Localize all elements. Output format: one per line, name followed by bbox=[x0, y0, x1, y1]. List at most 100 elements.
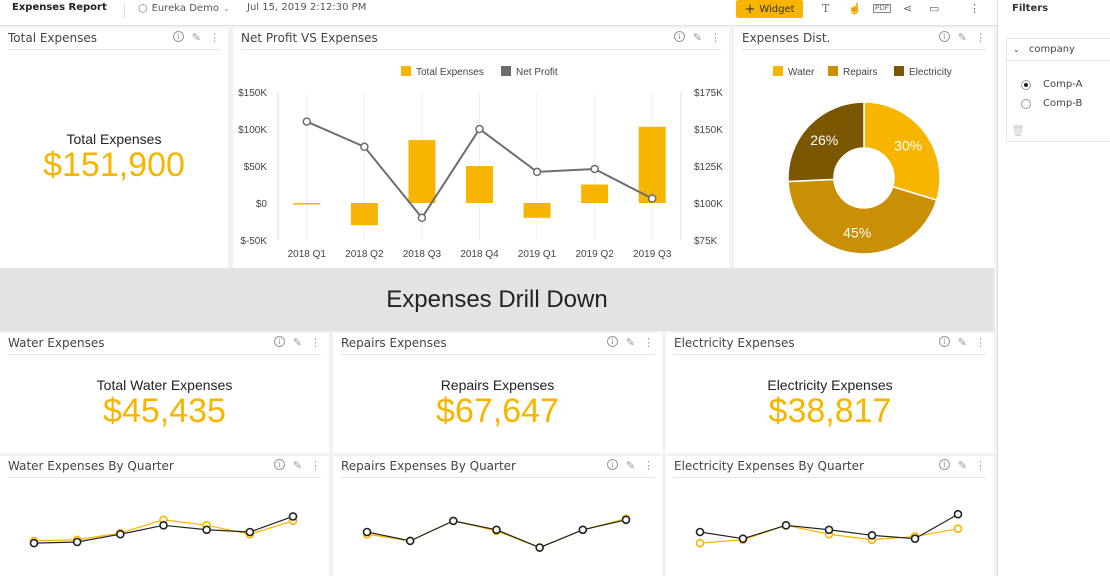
series-line-b-point bbox=[202, 525, 211, 535]
x-axis-tick: 2019 Q2 bbox=[575, 249, 614, 260]
filter-option-label: Comp-B bbox=[1043, 98, 1083, 109]
series-line-b-point bbox=[449, 516, 458, 526]
section-title: Expenses Drill Down bbox=[386, 286, 608, 313]
trash-icon[interactable]: 🗑 bbox=[1011, 125, 1025, 137]
bar-total-expenses bbox=[408, 140, 436, 203]
info-icon[interactable]: i bbox=[606, 336, 618, 347]
share-icon[interactable]: ⋖ bbox=[903, 3, 913, 15]
filter-option-comp-b[interactable]: Comp-B bbox=[1021, 98, 1082, 109]
info-icon[interactable]: i bbox=[606, 459, 618, 470]
more-icon[interactable]: ⋮ bbox=[643, 460, 654, 472]
more-icon[interactable]: ⋮ bbox=[209, 32, 220, 44]
project-selector[interactable]: ⬡ Eureka Demo ⌄ bbox=[138, 2, 230, 15]
hand-icon[interactable]: ☝ bbox=[848, 3, 862, 15]
monitor-icon[interactable]: ▭ bbox=[929, 3, 940, 15]
left-axis-tick: $-50K bbox=[240, 236, 267, 247]
net-profit-point bbox=[302, 117, 312, 126]
info-icon[interactable]: i bbox=[673, 31, 685, 42]
legend-label-repairs: Repairs bbox=[843, 67, 877, 78]
series-line-b-point bbox=[824, 525, 834, 535]
legend-swatch-total-expenses bbox=[401, 66, 411, 76]
left-axis-tick: $0 bbox=[256, 199, 268, 210]
legend-swatch-net-profit bbox=[501, 66, 511, 76]
more-icon[interactable]: ⋮ bbox=[975, 32, 986, 44]
info-icon[interactable]: i bbox=[938, 459, 950, 470]
donut-slice-label: 45% bbox=[843, 225, 871, 241]
info-icon[interactable]: i bbox=[938, 336, 950, 347]
edit-icon[interactable]: ✎ bbox=[957, 32, 967, 44]
more-icon[interactable]: ⋮ bbox=[969, 3, 980, 15]
legend-label-total-expenses: Total Expenses bbox=[416, 67, 484, 78]
left-axis-tick: $50K bbox=[244, 162, 268, 173]
x-axis-tick: 2018 Q3 bbox=[403, 249, 442, 260]
bar-total-expenses bbox=[581, 184, 609, 203]
edit-icon[interactable]: ✎ bbox=[292, 460, 302, 472]
electricity-by-quarter-chart bbox=[695, 509, 963, 548]
series-line-b-point bbox=[910, 534, 920, 543]
more-icon[interactable]: ⋮ bbox=[710, 32, 721, 44]
net-profit-chart: Total Expenses Net Profit $150K $100K $50K $0… bbox=[238, 66, 723, 260]
right-axis-tick: $125K bbox=[694, 162, 723, 173]
filter-option-comp-a[interactable]: Comp-A bbox=[1021, 79, 1082, 90]
legend-swatch-electricity bbox=[894, 66, 904, 76]
edit-icon[interactable]: ✎ bbox=[957, 460, 967, 472]
edit-icon[interactable]: ✎ bbox=[957, 337, 967, 349]
series-line-b-point bbox=[535, 543, 544, 552]
edit-icon[interactable]: ✎ bbox=[191, 32, 201, 44]
filter-field-label: company bbox=[1028, 44, 1075, 55]
series-line-b-point bbox=[492, 525, 501, 535]
series-line-b-point bbox=[781, 521, 791, 530]
legend-label-water: Water bbox=[788, 67, 815, 78]
radio-unselected[interactable] bbox=[1021, 98, 1031, 109]
project-name: Eureka Demo bbox=[151, 3, 219, 14]
edit-icon[interactable]: ✎ bbox=[292, 337, 302, 349]
legend-label-net-profit: Net Profit bbox=[516, 67, 558, 78]
pdf-icon[interactable]: PDF bbox=[873, 4, 891, 13]
edit-icon[interactable]: ✎ bbox=[692, 32, 702, 44]
kpi-value: $67,647 bbox=[436, 392, 559, 430]
report-title: Expenses Report bbox=[12, 2, 107, 13]
info-icon[interactable]: i bbox=[938, 31, 950, 42]
filter-group-header[interactable]: ⌄ company bbox=[1007, 39, 1110, 61]
bar-total-expenses bbox=[638, 126, 666, 203]
more-icon[interactable]: ⋮ bbox=[310, 337, 321, 349]
repairs-by-quarter-panel: Repairs Expenses By Quarter i ✎ ⋮ bbox=[333, 456, 662, 576]
cube-icon: ⬡ bbox=[138, 2, 148, 15]
kpi-label: Repairs Expenses bbox=[440, 377, 555, 393]
top-bar: Expenses Report ⬡ Eureka Demo ⌄ Jul 15, … bbox=[0, 0, 997, 26]
series-line-b-point bbox=[362, 527, 372, 537]
info-icon[interactable]: i bbox=[273, 336, 285, 347]
filters-sidebar: Filters ⌄ company Comp-A Comp-B 🗑 bbox=[997, 0, 1110, 576]
more-icon[interactable]: ⋮ bbox=[643, 337, 654, 349]
bar-total-expenses bbox=[466, 166, 493, 203]
net-profit-panel: Net Profit VS Expenses i ✎ ⋮ Total Expen… bbox=[233, 28, 729, 268]
radio-selected[interactable] bbox=[1021, 79, 1031, 90]
chevron-down-icon: ⌄ bbox=[1013, 45, 1020, 54]
repairs-by-quarter-chart bbox=[362, 514, 631, 552]
kpi-value: $151,900 bbox=[43, 146, 185, 184]
net-profit-point bbox=[417, 213, 427, 223]
add-widget-button[interactable]: + Widget bbox=[736, 0, 803, 18]
more-icon[interactable]: ⋮ bbox=[310, 460, 321, 472]
bar-total-expenses bbox=[293, 203, 321, 205]
series-line-b-point bbox=[738, 534, 748, 543]
electricity-by-quarter-panel: Electricity Expenses By Quarter i ✎ ⋮ bbox=[666, 456, 994, 576]
more-icon[interactable]: ⋮ bbox=[975, 337, 986, 349]
x-axis-tick: 2018 Q2 bbox=[345, 249, 384, 260]
info-icon[interactable]: i bbox=[172, 31, 184, 42]
net-profit-point bbox=[647, 194, 657, 203]
edit-icon[interactable]: ✎ bbox=[625, 337, 635, 349]
water-by-quarter-panel: Water Expenses By Quarter i ✎ ⋮ bbox=[0, 456, 329, 576]
electricity-expenses-panel: Electricity Expenses i ✎ ⋮ Electricity E… bbox=[666, 333, 994, 453]
series-line-b-point bbox=[953, 509, 963, 519]
more-icon[interactable]: ⋮ bbox=[975, 460, 986, 472]
info-icon[interactable]: i bbox=[273, 459, 285, 470]
edit-icon[interactable]: ✎ bbox=[625, 460, 635, 472]
left-axis-tick: $100K bbox=[238, 125, 267, 136]
panel-title: Net Profit VS Expenses bbox=[241, 31, 378, 45]
text-icon[interactable]: T bbox=[822, 2, 830, 15]
panel-title: Repairs Expenses By Quarter bbox=[341, 459, 516, 473]
panel-header: Water Expenses By Quarter i ✎ ⋮ bbox=[8, 456, 321, 478]
left-axis-tick: $150K bbox=[238, 88, 267, 99]
water-by-quarter-chart bbox=[29, 512, 298, 548]
